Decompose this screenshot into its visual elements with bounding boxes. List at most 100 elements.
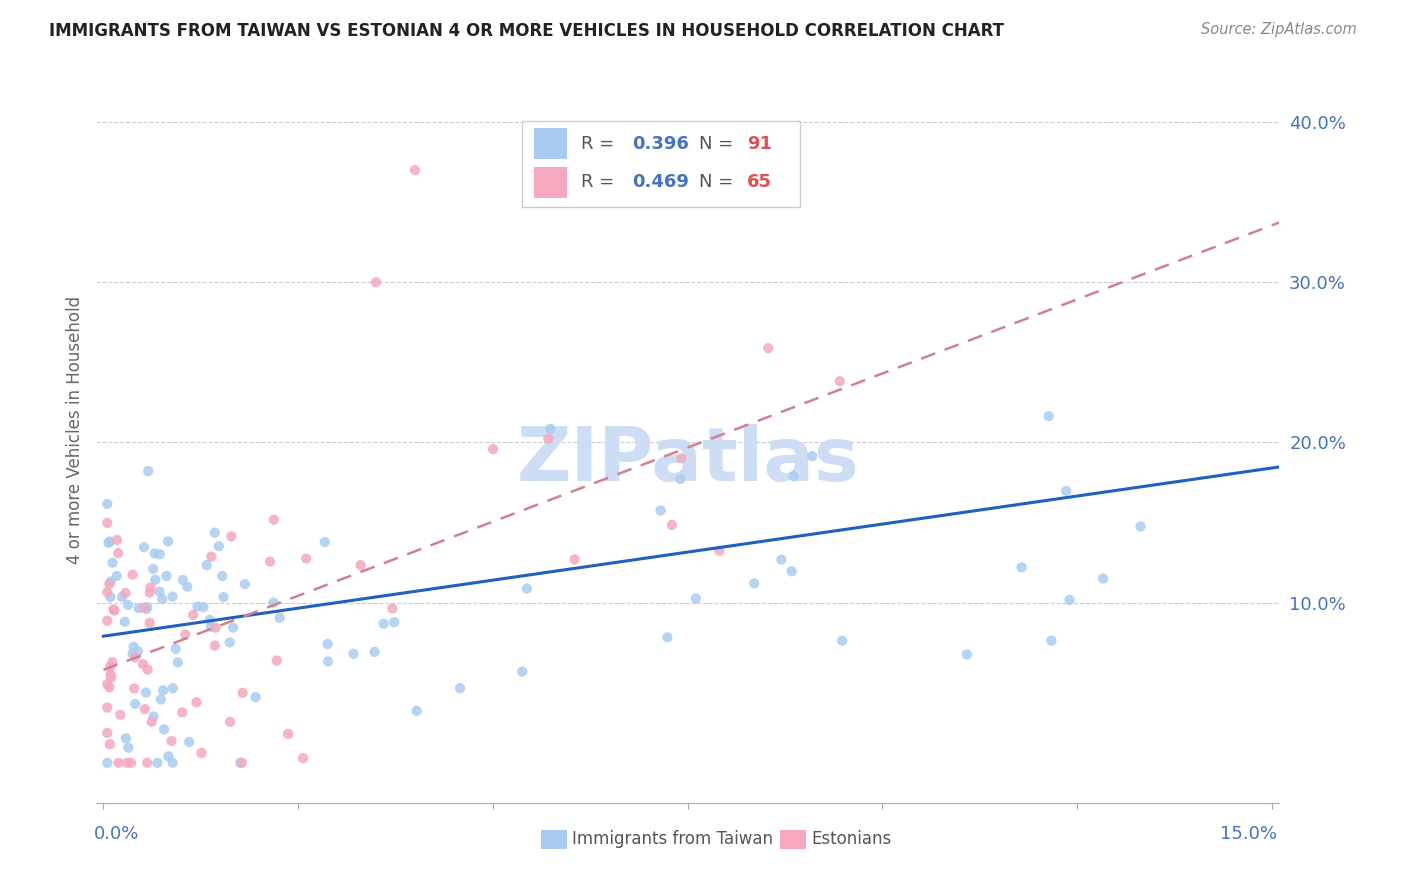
Point	[136, 464, 159, 478]
Point	[98, 660, 121, 674]
Point	[186, 695, 208, 709]
Point	[141, 714, 163, 729]
Point	[122, 681, 145, 696]
Point	[200, 619, 222, 633]
Point	[295, 551, 318, 566]
Point	[142, 709, 165, 723]
Point	[742, 576, 765, 591]
Point	[381, 601, 404, 615]
Point	[1129, 519, 1152, 533]
Point	[143, 573, 166, 587]
Point	[231, 756, 253, 770]
Point	[117, 598, 139, 612]
Point	[111, 590, 134, 604]
Text: ZIPatlas: ZIPatlas	[516, 424, 859, 497]
Point	[364, 275, 387, 289]
Point	[100, 590, 122, 604]
Point	[671, 451, 693, 466]
Point	[120, 756, 142, 770]
Point	[316, 637, 339, 651]
FancyBboxPatch shape	[534, 128, 567, 160]
Text: 0.396: 0.396	[631, 135, 689, 153]
Point	[263, 513, 285, 527]
Point	[110, 707, 132, 722]
Point	[98, 737, 121, 751]
Point	[176, 580, 198, 594]
Point	[96, 700, 118, 714]
Point	[98, 681, 121, 695]
Point	[405, 704, 427, 718]
Point	[262, 596, 284, 610]
Point	[174, 627, 197, 641]
Point	[801, 449, 824, 463]
Point	[212, 590, 235, 604]
FancyBboxPatch shape	[522, 121, 800, 207]
Point	[245, 690, 267, 705]
Point	[316, 655, 339, 669]
Point	[233, 577, 256, 591]
Point	[190, 746, 212, 760]
Point	[166, 655, 188, 669]
Point	[204, 621, 226, 635]
Point	[114, 586, 136, 600]
Point	[1040, 633, 1063, 648]
Point	[134, 702, 156, 716]
Point	[828, 374, 851, 388]
Point	[117, 740, 139, 755]
Point	[269, 611, 291, 625]
Point	[831, 633, 853, 648]
Point	[229, 756, 252, 770]
Text: R =: R =	[581, 173, 620, 192]
Point	[193, 600, 215, 615]
Point	[1038, 409, 1060, 424]
Point	[127, 644, 149, 658]
Point	[152, 683, 174, 698]
Text: R =: R =	[581, 135, 620, 153]
Point	[1011, 560, 1033, 574]
Point	[222, 621, 245, 635]
Point	[277, 727, 299, 741]
Point	[142, 562, 165, 576]
Point	[221, 529, 243, 543]
Text: 91: 91	[747, 135, 772, 153]
Point	[292, 751, 315, 765]
Point	[172, 706, 194, 720]
Point	[135, 685, 157, 699]
Point	[153, 723, 176, 737]
Point	[122, 640, 145, 654]
Text: 0.0%: 0.0%	[94, 825, 139, 843]
Point	[259, 555, 281, 569]
Point	[564, 552, 586, 566]
Point	[314, 535, 336, 549]
Point	[232, 686, 254, 700]
Point	[138, 585, 160, 599]
Point	[204, 525, 226, 540]
Point	[107, 756, 129, 770]
Point	[373, 616, 395, 631]
Point	[132, 657, 155, 672]
Point	[195, 558, 218, 573]
Point	[172, 573, 194, 587]
Point	[136, 756, 159, 770]
Point	[136, 663, 159, 677]
Point	[657, 631, 679, 645]
Point	[98, 577, 121, 591]
Point	[756, 341, 779, 355]
Point	[100, 574, 122, 589]
Point	[124, 650, 146, 665]
Point	[115, 756, 138, 770]
Point	[100, 670, 122, 684]
Point	[149, 584, 172, 599]
Point	[146, 756, 169, 770]
Point	[342, 647, 364, 661]
Text: 65: 65	[747, 173, 772, 192]
Point	[363, 645, 385, 659]
Text: Immigrants from Taiwan: Immigrants from Taiwan	[572, 830, 773, 848]
Point	[149, 692, 172, 706]
Text: 0.469: 0.469	[631, 173, 689, 192]
Point	[186, 599, 208, 614]
Point	[160, 734, 183, 748]
Point	[101, 556, 124, 570]
Point	[1054, 483, 1077, 498]
Point	[136, 599, 159, 614]
